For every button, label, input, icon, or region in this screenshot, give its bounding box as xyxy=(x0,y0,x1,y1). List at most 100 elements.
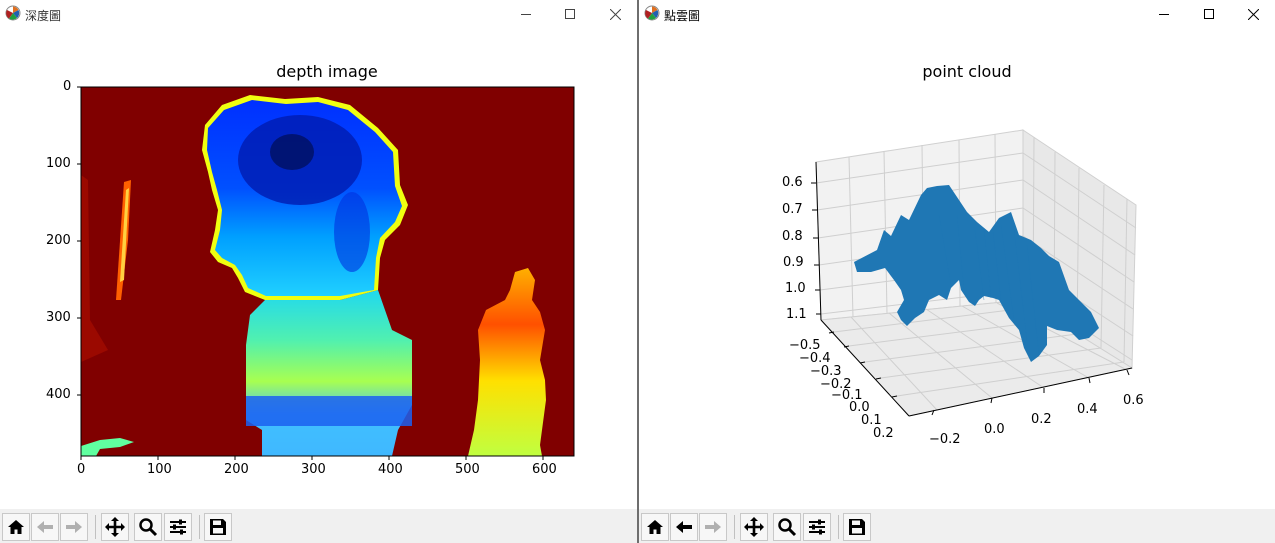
y-tick-label: 300 xyxy=(46,310,71,325)
x-tick-label: 100 xyxy=(147,462,172,477)
close-icon xyxy=(609,8,621,20)
forward-button[interactable] xyxy=(60,513,88,541)
y-tick-label: 0.1 xyxy=(861,413,882,428)
toolbar-separator xyxy=(838,515,839,539)
axes-frame xyxy=(80,86,575,457)
back-icon xyxy=(37,521,53,533)
y-tick-label: 0.0 xyxy=(849,400,870,415)
zoom-button[interactable] xyxy=(134,513,162,541)
minimize-icon xyxy=(521,14,531,15)
x-tick-label: 400 xyxy=(378,462,403,477)
x-tick-label: −0.2 xyxy=(929,432,961,447)
toolbar-separator xyxy=(734,515,735,539)
depth-noise-left xyxy=(81,175,108,362)
close-button[interactable] xyxy=(1230,0,1275,28)
minimize-button[interactable] xyxy=(503,0,549,28)
window-divider xyxy=(637,0,639,543)
maximize-button[interactable] xyxy=(1186,0,1232,28)
pan-button[interactable] xyxy=(740,513,768,541)
zoom-icon xyxy=(139,518,158,537)
toolbar-separator xyxy=(95,515,96,539)
configure-subplots-icon xyxy=(170,519,186,535)
bust-plinth-band xyxy=(246,396,412,426)
maximize-icon xyxy=(1204,9,1214,19)
minimize-icon xyxy=(1159,14,1169,15)
x-tick-marks xyxy=(80,456,544,460)
bust-hair-dark xyxy=(270,134,314,170)
window-title: 深度圖 xyxy=(25,9,62,23)
point-cloud-scatter-sparse xyxy=(938,214,1040,356)
pan-icon xyxy=(105,517,125,537)
y-tick-marks xyxy=(77,86,81,396)
z-tick-label: 0.9 xyxy=(783,255,804,270)
title-bar[interactable]: 點雲圖 xyxy=(639,0,1275,28)
depth-blob-bottom-left xyxy=(81,438,134,456)
back-button[interactable] xyxy=(670,513,698,541)
x-tick-label: 0.2 xyxy=(1031,412,1052,427)
y-tick-label: 100 xyxy=(46,156,71,171)
z-tick-label: 0.6 xyxy=(782,175,803,190)
navigation-toolbar xyxy=(0,509,637,543)
pan-icon xyxy=(744,517,764,537)
maximize-icon xyxy=(565,9,575,19)
matplotlib-app-icon xyxy=(644,5,660,21)
y-tick-label: −0.5 xyxy=(789,338,821,353)
back-icon xyxy=(676,521,692,533)
title-bar[interactable]: 深度圖 xyxy=(0,0,637,28)
toolbar-separator xyxy=(199,515,200,539)
forward-icon xyxy=(66,521,82,533)
home-button[interactable] xyxy=(641,513,669,541)
y-tick-label: 0 xyxy=(63,79,72,94)
matplotlib-app-icon xyxy=(5,5,21,21)
x-tick-label: 200 xyxy=(224,462,249,477)
zoom-icon xyxy=(778,518,797,537)
configure-subplots-icon xyxy=(809,519,825,535)
zoom-button[interactable] xyxy=(773,513,801,541)
close-button[interactable] xyxy=(592,0,637,28)
save-icon xyxy=(849,519,865,535)
minimize-button[interactable] xyxy=(1141,0,1187,28)
y-tick-label: −0.1 xyxy=(831,388,863,403)
save-icon xyxy=(210,519,226,535)
home-button[interactable] xyxy=(2,513,30,541)
x-tick-label: 500 xyxy=(455,462,480,477)
point-cloud-canvas[interactable] xyxy=(639,0,1275,509)
bust-ear xyxy=(334,192,370,272)
y-tick-label: −0.4 xyxy=(799,351,831,366)
point-cloud-scatter xyxy=(854,185,1099,362)
maximize-button[interactable] xyxy=(547,0,593,28)
configure-subplots-button[interactable] xyxy=(803,513,831,541)
depth-noise-strip-core xyxy=(120,188,129,282)
plot-title: point cloud xyxy=(922,62,1012,81)
forward-button[interactable] xyxy=(699,513,727,541)
x-tick-label: 0.4 xyxy=(1077,402,1098,417)
y-tick-label: 0.2 xyxy=(873,426,894,441)
point-cloud-window: 點雲圖 point cloud xyxy=(639,0,1275,543)
small-statue xyxy=(468,268,546,456)
z-tick-label: 1.1 xyxy=(786,307,807,322)
x-tick-label: 300 xyxy=(301,462,326,477)
x-tick-label: 0.0 xyxy=(984,422,1005,437)
x-tick-label: 600 xyxy=(532,462,557,477)
z-tick-label: 1.0 xyxy=(785,281,806,296)
x-tick-label: 0.6 xyxy=(1123,393,1144,408)
close-icon xyxy=(1247,8,1259,20)
depth-image-window: 深度圖 depth image xyxy=(0,0,637,543)
plot-title: depth image xyxy=(276,62,378,81)
x-tick-label: 0 xyxy=(77,462,86,477)
pan-button[interactable] xyxy=(101,513,129,541)
y-tick-label: −0.3 xyxy=(810,364,842,379)
depth-image-canvas[interactable] xyxy=(0,0,637,509)
y-tick-label: 400 xyxy=(46,387,71,402)
save-button[interactable] xyxy=(843,513,871,541)
forward-icon xyxy=(705,521,721,533)
tick-marks xyxy=(811,182,1130,416)
save-button[interactable] xyxy=(204,513,232,541)
home-icon xyxy=(8,520,24,534)
z-tick-label: 0.7 xyxy=(782,202,803,217)
back-button[interactable] xyxy=(31,513,59,541)
navigation-toolbar xyxy=(639,509,1275,543)
configure-subplots-button[interactable] xyxy=(164,513,192,541)
z-tick-label: 0.8 xyxy=(782,229,803,244)
y-tick-label: −0.2 xyxy=(820,377,852,392)
